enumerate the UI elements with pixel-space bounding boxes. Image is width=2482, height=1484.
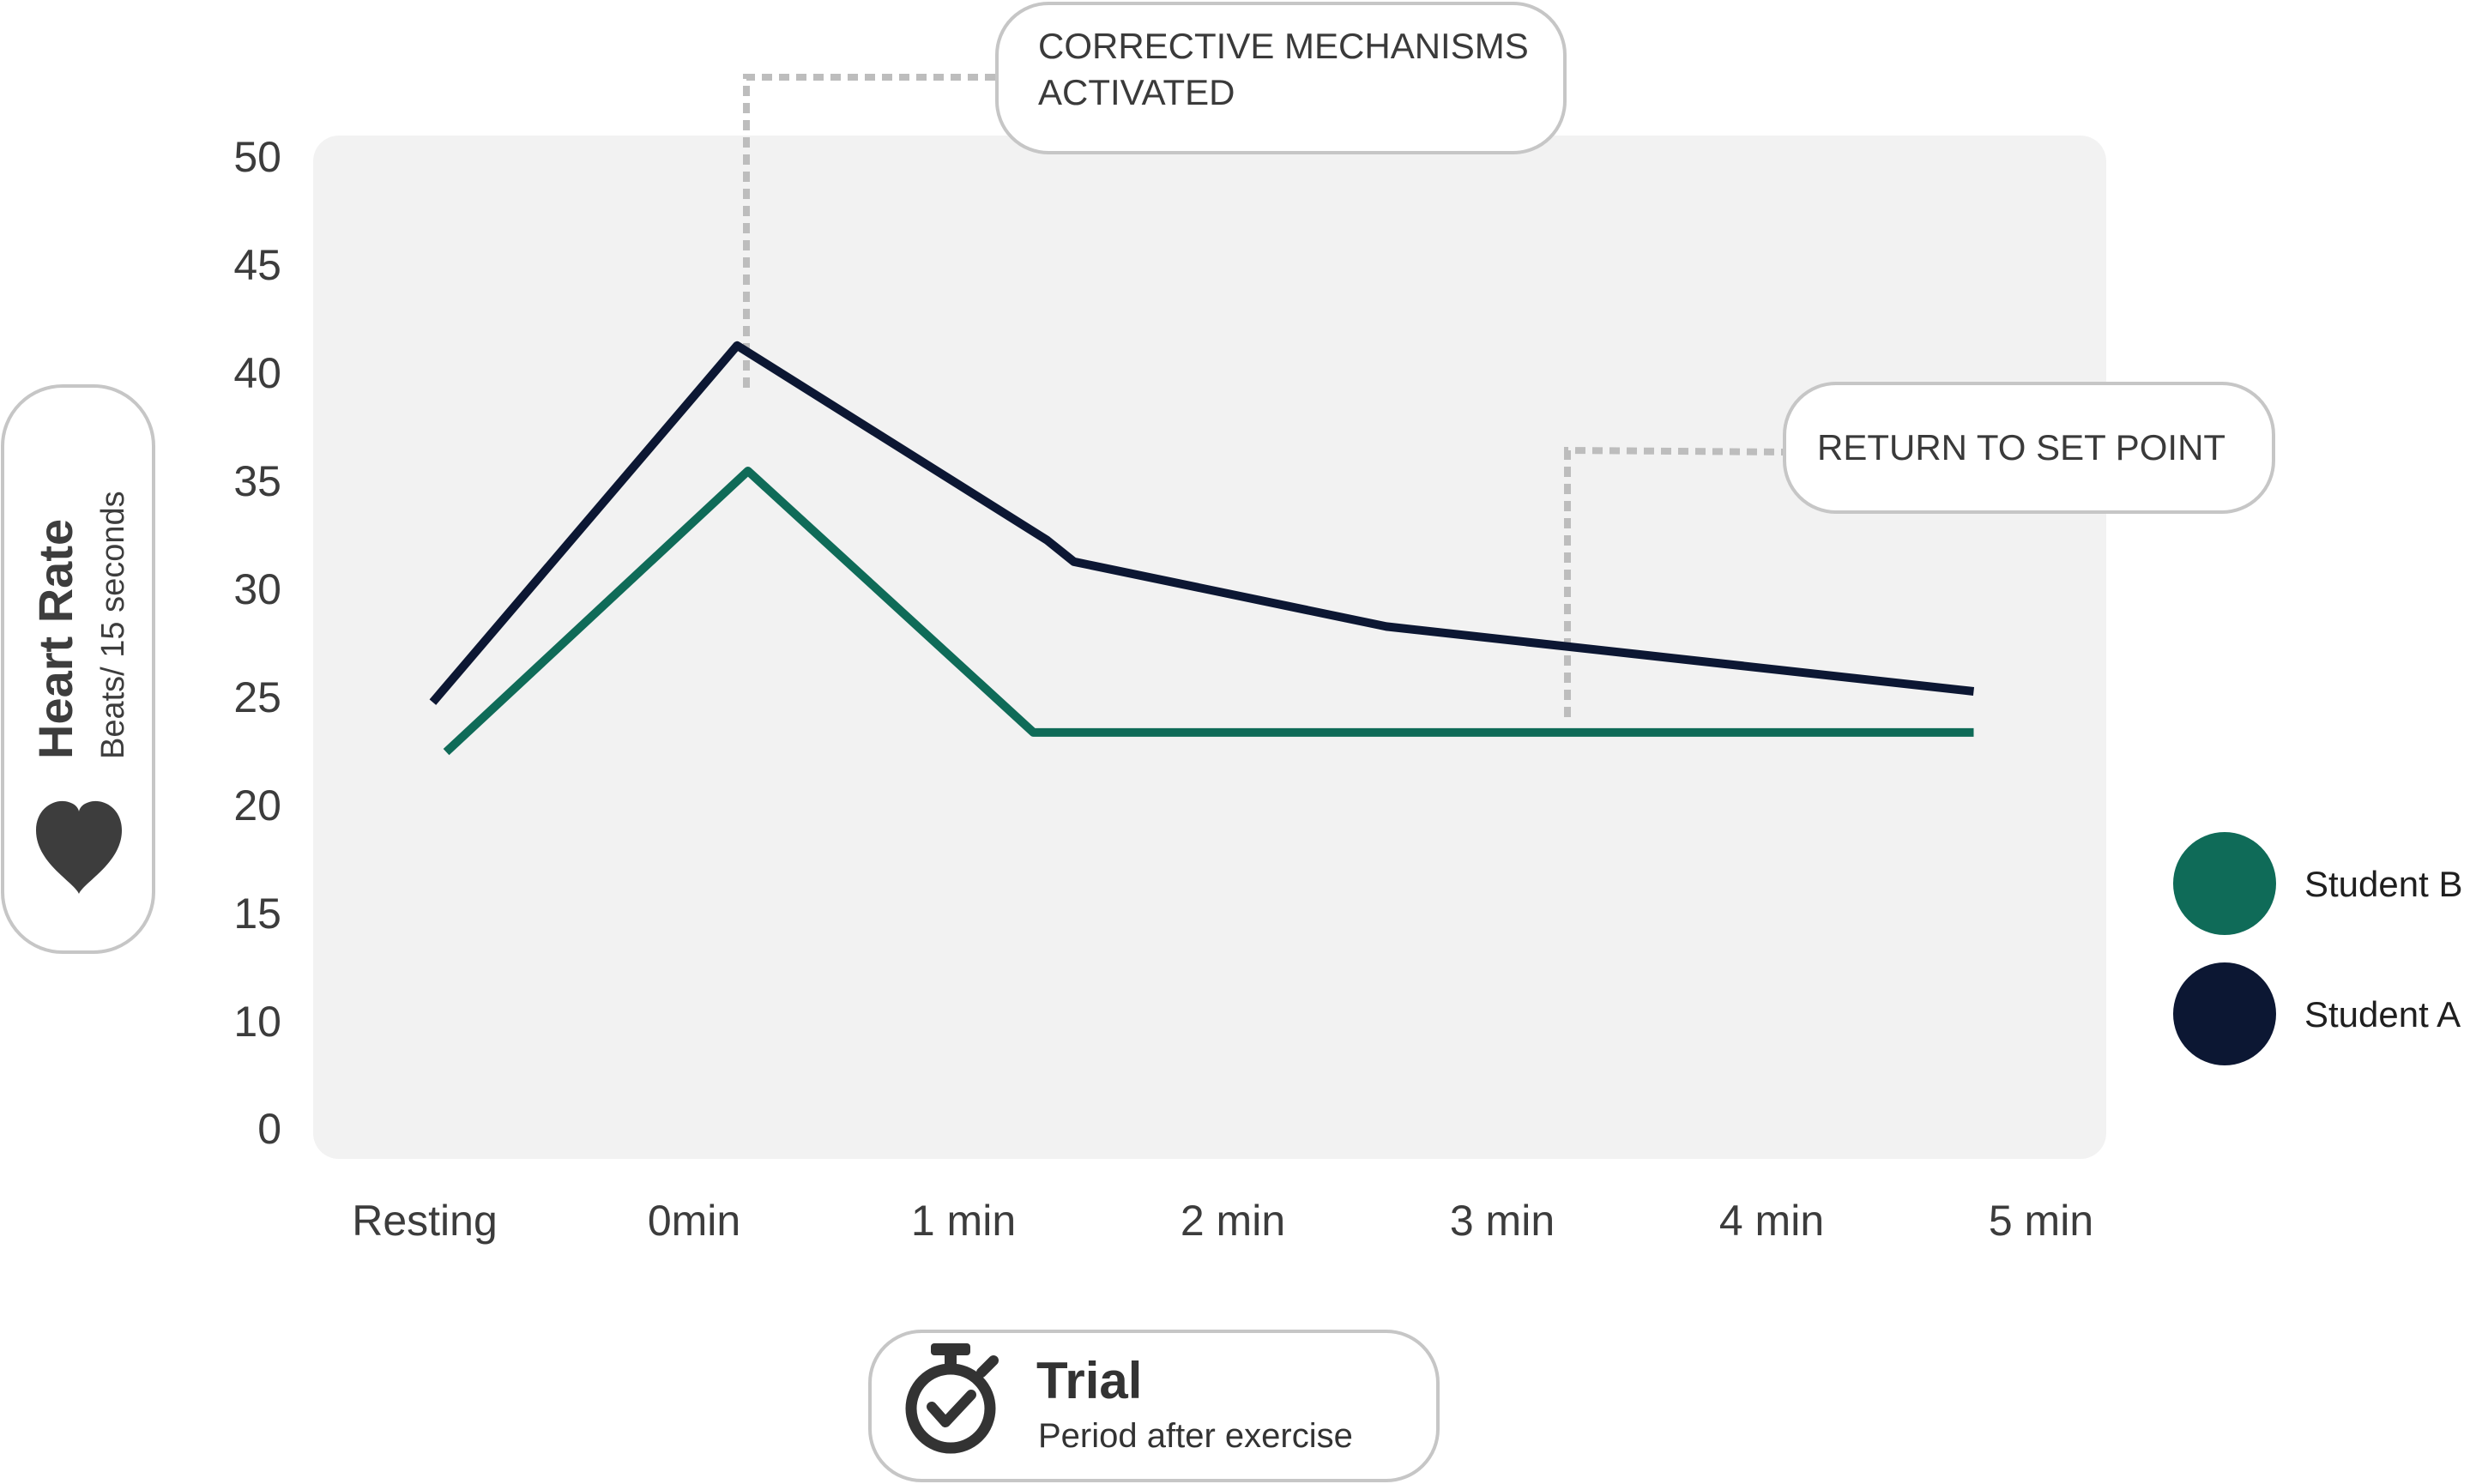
y-tick-label: 15 xyxy=(233,890,281,938)
callout-corrective-mechanisms: CORRECTIVE MECHANISMS ACTIVATED xyxy=(995,2,1567,154)
x-axis-subtitle: Period after exercise xyxy=(1038,1417,1353,1455)
stopwatch-check-icon xyxy=(905,1343,999,1454)
x-tick-label: 0min xyxy=(648,1197,740,1245)
callout-setpoint-line1: RETURN TO SET POINT xyxy=(1817,427,2225,468)
legend-swatch xyxy=(2173,962,2276,1065)
x-axis-label-box: Trial Period after exercise xyxy=(868,1330,1440,1482)
y-tick-label: 0 xyxy=(257,1105,281,1153)
callout-corrective-line1: CORRECTIVE MECHANISMS xyxy=(1038,26,1529,66)
x-axis-ticks: Resting 0min 1 min 2 min 3 min 4 min 5 min xyxy=(352,1197,2093,1245)
setpoint-callout-leader xyxy=(1564,446,1785,717)
x-tick-label: 4 min xyxy=(1719,1197,1824,1245)
x-tick-label: 1 min xyxy=(911,1197,1016,1245)
callout-corrective-line2: ACTIVATED xyxy=(1038,72,1235,112)
x-tick-label: 2 min xyxy=(1181,1197,1285,1245)
legend-label: Student A xyxy=(2304,994,2461,1035)
y-tick-label: 35 xyxy=(233,457,281,505)
y-tick-label: 10 xyxy=(233,998,281,1046)
legend: Student B Student A xyxy=(2173,832,2462,1065)
y-tick-label: 25 xyxy=(233,673,281,721)
y-tick-label: 20 xyxy=(233,781,281,829)
y-axis-title: Heart Rate xyxy=(28,519,82,759)
plot-area xyxy=(313,136,2106,1159)
heart-icon xyxy=(36,800,122,894)
x-tick-label: Resting xyxy=(352,1197,498,1245)
y-axis-subtitle: Beats/ 15 seconds xyxy=(95,491,131,759)
x-axis-title: Trial xyxy=(1036,1352,1142,1409)
series-layer xyxy=(429,341,1975,756)
y-tick-label: 45 xyxy=(233,241,281,289)
legend-swatch xyxy=(2173,832,2276,935)
x-tick-label: 3 min xyxy=(1450,1197,1555,1245)
y-axis-label-box: Heart Rate Beats/ 15 seconds xyxy=(1,384,155,954)
y-tick-label: 30 xyxy=(233,565,281,613)
y-tick-label: 50 xyxy=(233,133,281,181)
y-axis-ticks: 0 10 15 20 25 30 35 40 45 50 xyxy=(233,133,281,1153)
series-line-student-a xyxy=(429,341,1975,705)
series-line-student-b xyxy=(443,467,1974,756)
x-tick-label: 5 min xyxy=(1989,1197,2093,1245)
y-tick-label: 40 xyxy=(233,349,281,397)
corrective-callout-leader xyxy=(743,74,995,388)
callout-return-to-set-point: RETURN TO SET POINT xyxy=(1783,382,2275,514)
legend-label: Student B xyxy=(2304,864,2462,904)
